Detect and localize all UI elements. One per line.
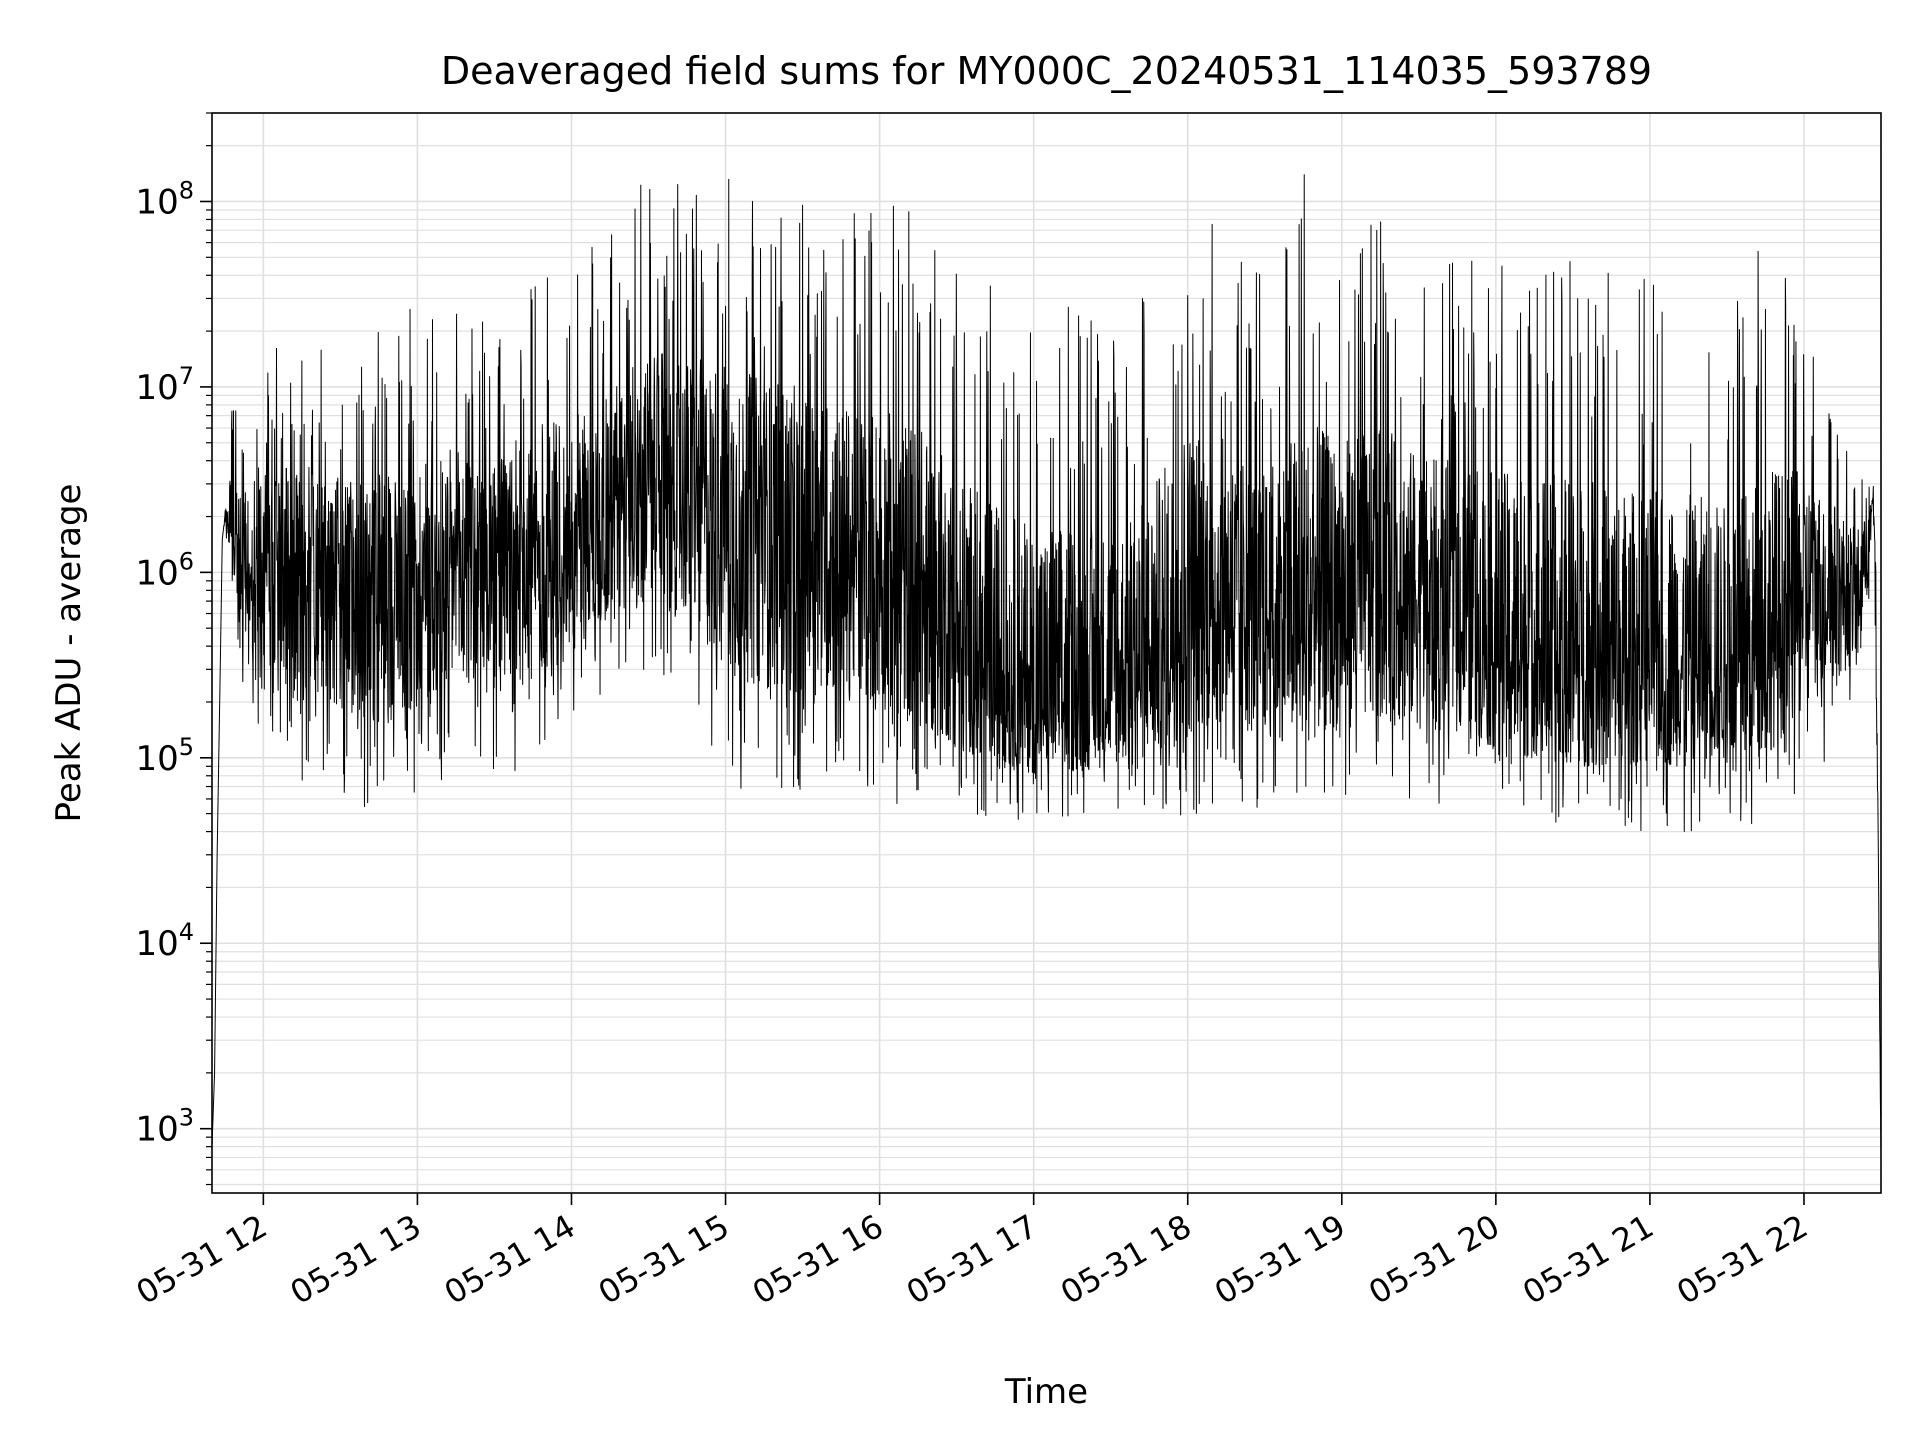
plot-frame: [211, 112, 1882, 1194]
y-tick-label: 108: [135, 176, 194, 222]
y-tick-label: 106: [135, 547, 194, 593]
y-tick-label: 105: [135, 733, 194, 779]
y-tick-label: 107: [135, 362, 194, 408]
series-line: [211, 174, 1882, 1158]
x-axis-label: Time: [1004, 1372, 1088, 1412]
chart-title: Deaveraged field sums for MY000C_2024053…: [441, 49, 1652, 93]
y-tick-label: 103: [135, 1104, 194, 1150]
data-area: [211, 174, 1882, 1158]
y-axis-label: Peak ADU - average: [49, 484, 89, 823]
y-tick-label: 104: [135, 918, 194, 964]
